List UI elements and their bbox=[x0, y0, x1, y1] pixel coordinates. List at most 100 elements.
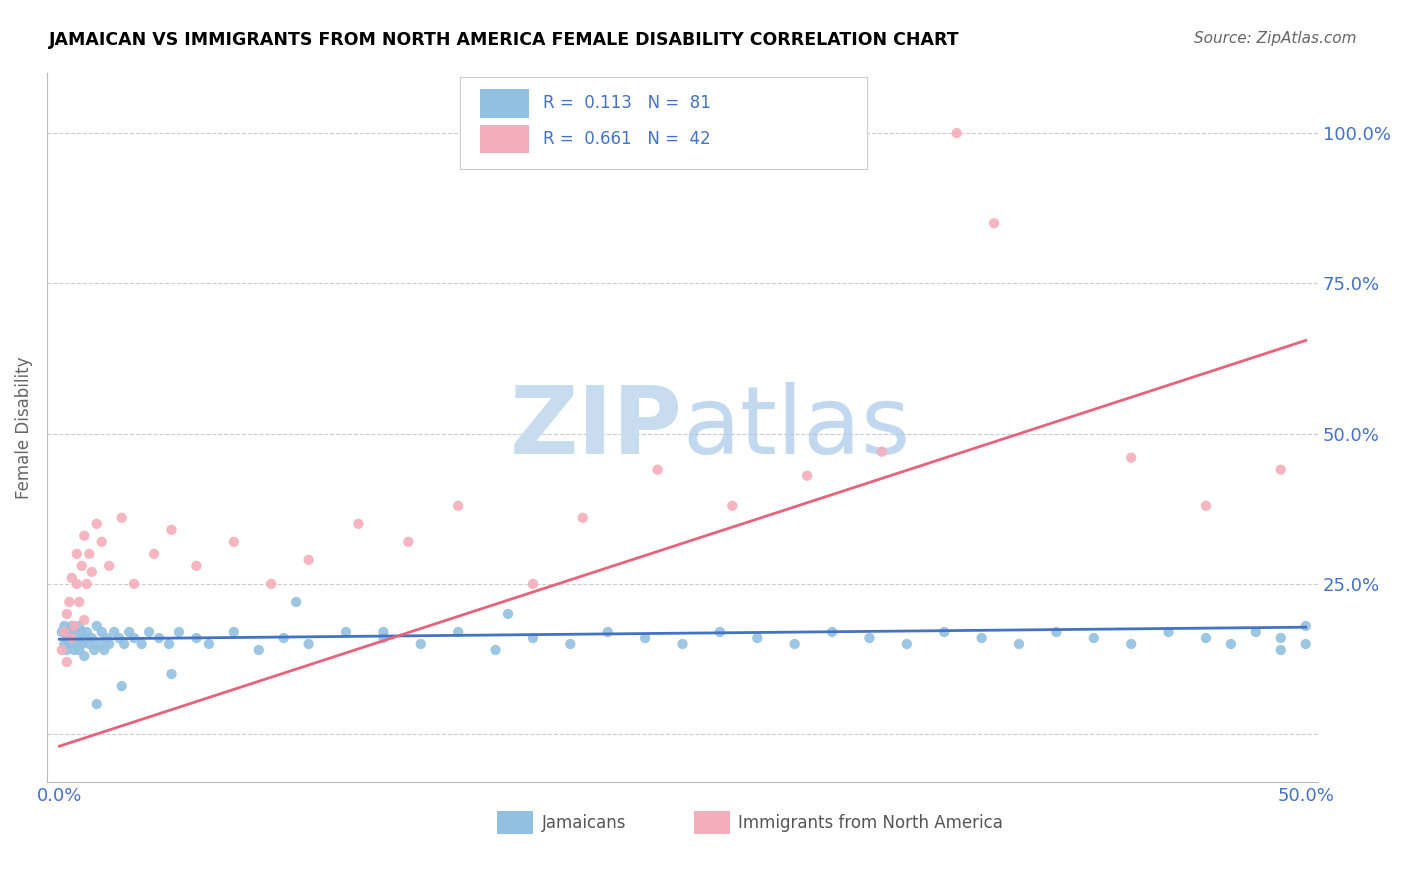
Point bbox=[89, 637, 111, 651]
Point bbox=[167, 625, 190, 640]
Point bbox=[796, 468, 818, 483]
Point bbox=[112, 637, 135, 651]
Point bbox=[51, 625, 73, 640]
Y-axis label: Female Disability: Female Disability bbox=[15, 357, 32, 499]
Point bbox=[1295, 637, 1317, 651]
Point bbox=[70, 558, 93, 573]
Point bbox=[260, 577, 283, 591]
Point bbox=[148, 631, 170, 645]
Point bbox=[98, 558, 121, 573]
Point bbox=[66, 631, 89, 645]
Point bbox=[1121, 450, 1143, 465]
Point bbox=[118, 625, 141, 640]
Point bbox=[73, 648, 96, 663]
Point bbox=[67, 619, 90, 633]
Point bbox=[934, 625, 956, 640]
Point bbox=[821, 625, 844, 640]
Point bbox=[896, 637, 918, 651]
Point bbox=[67, 595, 90, 609]
Point bbox=[560, 637, 582, 651]
Text: ZIP: ZIP bbox=[509, 382, 682, 474]
Point bbox=[634, 631, 657, 645]
Point bbox=[63, 625, 86, 640]
Point bbox=[90, 534, 112, 549]
Point bbox=[1121, 637, 1143, 651]
Point bbox=[373, 625, 395, 640]
Point bbox=[58, 625, 80, 640]
Point bbox=[1244, 625, 1267, 640]
Point bbox=[160, 667, 183, 681]
Text: atlas: atlas bbox=[682, 382, 911, 474]
Point bbox=[983, 216, 1005, 230]
Text: R =  0.113   N =  81: R = 0.113 N = 81 bbox=[543, 95, 710, 112]
Point bbox=[56, 607, 79, 621]
Point bbox=[198, 637, 221, 651]
Text: Jamaicans: Jamaicans bbox=[541, 814, 626, 831]
Point bbox=[60, 571, 83, 585]
Point bbox=[347, 516, 370, 531]
Point bbox=[73, 631, 96, 645]
Point bbox=[160, 523, 183, 537]
Point bbox=[83, 643, 105, 657]
Point bbox=[131, 637, 153, 651]
Point bbox=[66, 637, 89, 651]
Point bbox=[90, 625, 112, 640]
Point bbox=[1219, 637, 1241, 651]
Point bbox=[60, 631, 83, 645]
Point bbox=[222, 625, 245, 640]
Point bbox=[70, 625, 93, 640]
Point bbox=[1045, 625, 1067, 640]
Point bbox=[138, 625, 160, 640]
Point bbox=[80, 631, 103, 645]
Point bbox=[522, 631, 544, 645]
Point bbox=[53, 625, 76, 640]
Point bbox=[247, 643, 270, 657]
Point bbox=[56, 655, 79, 669]
Point bbox=[671, 637, 693, 651]
Point bbox=[86, 697, 108, 711]
Text: Immigrants from North America: Immigrants from North America bbox=[738, 814, 1004, 831]
Point bbox=[1008, 637, 1031, 651]
Point bbox=[396, 534, 419, 549]
Point bbox=[77, 547, 100, 561]
Point bbox=[1295, 619, 1317, 633]
Point bbox=[86, 516, 108, 531]
FancyBboxPatch shape bbox=[460, 77, 868, 169]
Point bbox=[783, 637, 806, 651]
Point bbox=[572, 510, 595, 524]
Point bbox=[1270, 643, 1292, 657]
Point bbox=[76, 577, 98, 591]
Point bbox=[63, 619, 86, 633]
Point bbox=[56, 631, 79, 645]
Point bbox=[93, 643, 115, 657]
Point bbox=[484, 643, 506, 657]
Text: JAMAICAN VS IMMIGRANTS FROM NORTH AMERICA FEMALE DISABILITY CORRELATION CHART: JAMAICAN VS IMMIGRANTS FROM NORTH AMERIC… bbox=[49, 31, 960, 49]
Point bbox=[103, 625, 125, 640]
Point bbox=[186, 631, 208, 645]
FancyBboxPatch shape bbox=[695, 812, 730, 834]
Point bbox=[63, 643, 86, 657]
FancyBboxPatch shape bbox=[481, 89, 529, 118]
Point bbox=[1195, 631, 1218, 645]
Point bbox=[96, 631, 118, 645]
Point bbox=[447, 625, 470, 640]
Point bbox=[58, 595, 80, 609]
Point bbox=[60, 631, 83, 645]
Point bbox=[76, 625, 98, 640]
Point bbox=[186, 558, 208, 573]
Point bbox=[111, 510, 134, 524]
Point bbox=[945, 126, 967, 140]
Point bbox=[1270, 631, 1292, 645]
FancyBboxPatch shape bbox=[496, 812, 533, 834]
Point bbox=[647, 463, 669, 477]
Point bbox=[157, 637, 180, 651]
Point bbox=[73, 613, 96, 627]
Point bbox=[53, 637, 76, 651]
Point bbox=[870, 444, 893, 458]
Point bbox=[222, 534, 245, 549]
Point bbox=[970, 631, 993, 645]
Point bbox=[111, 679, 134, 693]
Text: Source: ZipAtlas.com: Source: ZipAtlas.com bbox=[1194, 31, 1357, 46]
Point bbox=[447, 499, 470, 513]
Point bbox=[335, 625, 357, 640]
